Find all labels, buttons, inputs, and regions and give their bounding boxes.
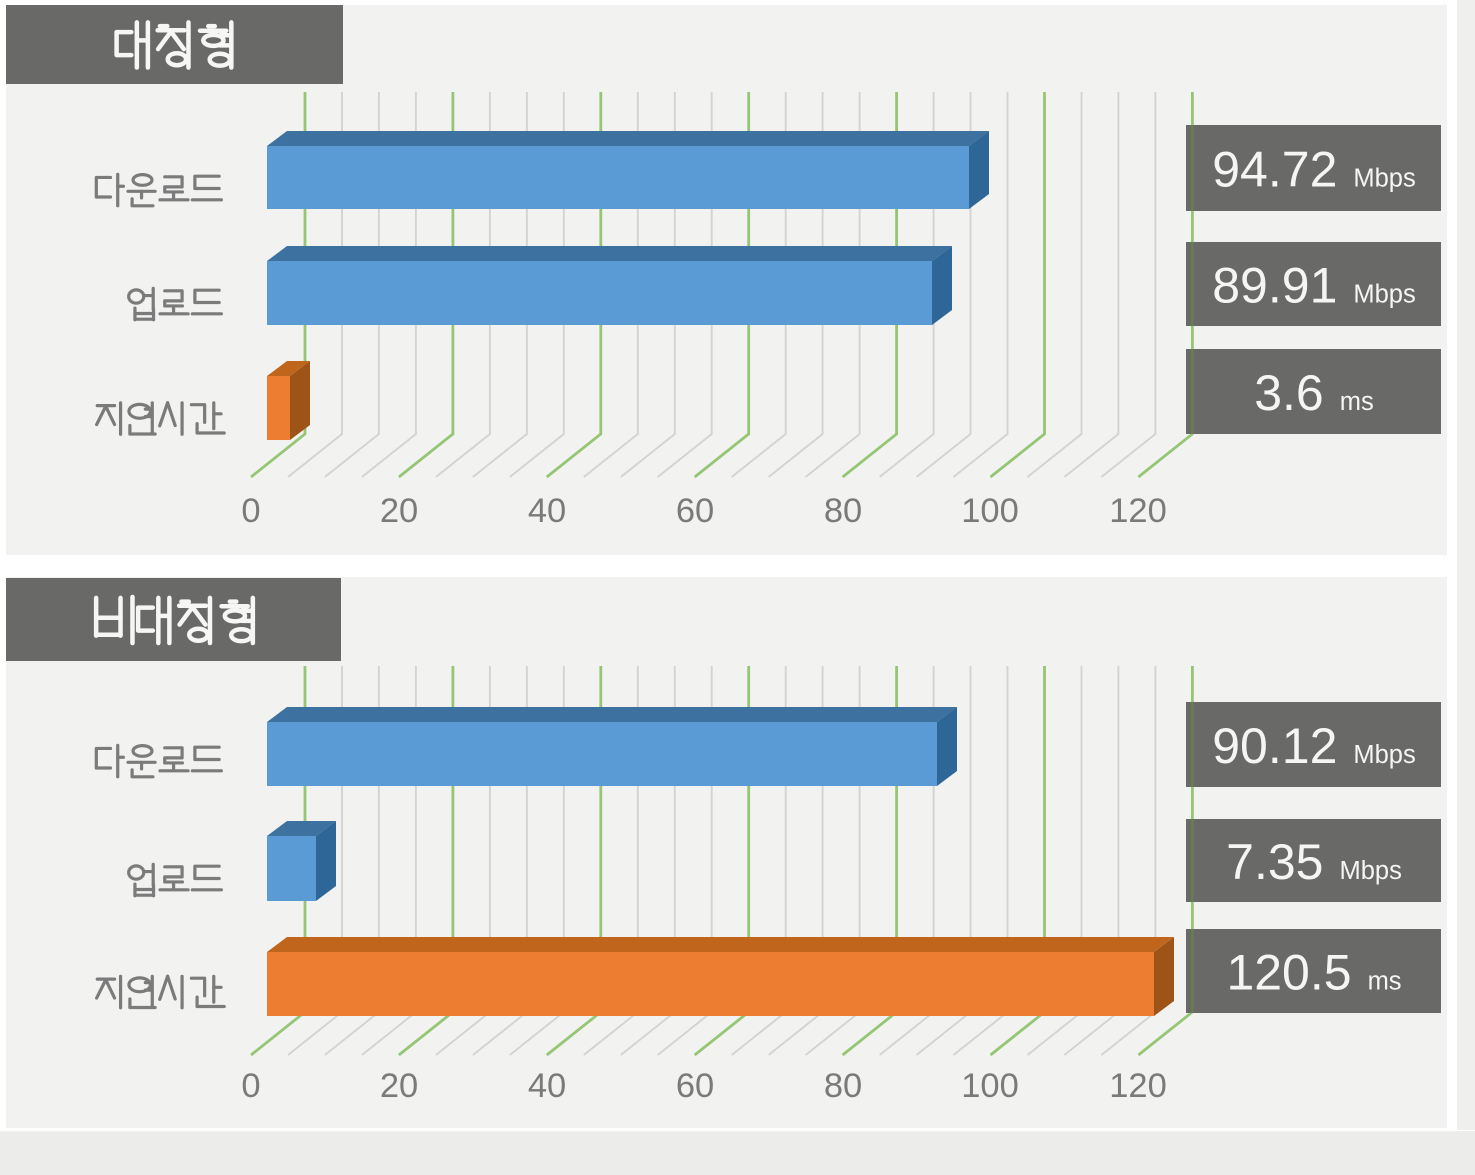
svg-text:20: 20 xyxy=(380,492,418,530)
svg-text:40: 40 xyxy=(528,1067,566,1105)
svg-text:120.5ms: 120.5 ms xyxy=(1226,945,1401,1001)
svg-text:0: 0 xyxy=(241,492,260,530)
svg-text:60: 60 xyxy=(676,1067,714,1105)
svg-text:100: 100 xyxy=(961,492,1019,530)
svg-text:100: 100 xyxy=(961,1067,1019,1105)
svg-text:80: 80 xyxy=(824,492,862,530)
svg-text:0: 0 xyxy=(241,1067,260,1105)
svg-text:3.6ms: 3.6 ms xyxy=(1254,365,1374,421)
svg-text:60: 60 xyxy=(676,492,714,530)
svg-text:20: 20 xyxy=(380,1067,418,1105)
svg-text:80: 80 xyxy=(824,1067,862,1105)
svg-text:120: 120 xyxy=(1109,1067,1167,1105)
svg-text:120: 120 xyxy=(1109,492,1167,530)
svg-text:40: 40 xyxy=(528,492,566,530)
